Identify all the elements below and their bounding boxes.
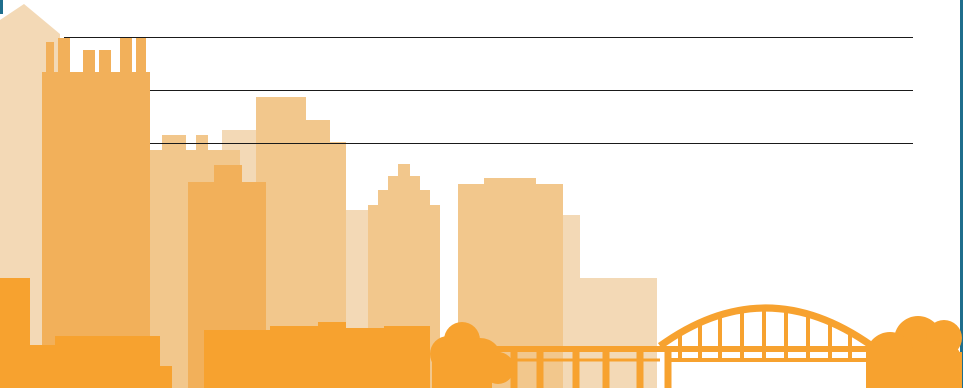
bridge-hangers [665, 310, 868, 362]
tree-right-base [866, 352, 962, 388]
building-right-step [560, 215, 580, 285]
tree-base [432, 350, 492, 388]
turret-2 [58, 38, 70, 74]
building-fg-low-2 [160, 366, 172, 388]
writing-line-1 [64, 37, 913, 38]
light-buildings [150, 97, 563, 388]
writing-line-3 [150, 143, 913, 144]
building-tall-center [256, 97, 346, 388]
building-wide-left-crown-2 [196, 135, 208, 155]
turret-4 [99, 50, 111, 74]
turret-6 [136, 38, 146, 74]
writing-line-2 [150, 90, 913, 91]
building-castle-tower [42, 72, 150, 388]
turret-5 [120, 38, 132, 74]
building-fg-left-base [0, 345, 60, 388]
turret-3 [83, 50, 95, 74]
building-block-right [458, 178, 563, 388]
foreground [0, 278, 962, 388]
frame-right-edge [960, 0, 963, 388]
bridge-arch [657, 304, 875, 349]
turret-1 [46, 42, 54, 74]
building-fg-row [204, 322, 430, 388]
bridge-piers [510, 349, 672, 388]
mid-buildings [42, 38, 266, 388]
building-fg-low-1 [55, 336, 160, 388]
arch-bridge [496, 304, 880, 388]
frame-left-edge [0, 0, 3, 14]
building-wide-left-crown-1 [162, 135, 186, 155]
